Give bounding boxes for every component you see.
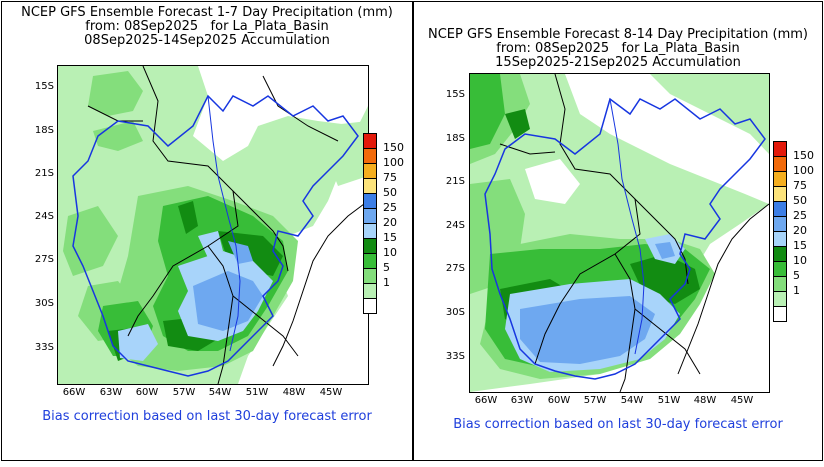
legend-swatch xyxy=(773,231,787,247)
lon-label: 63W xyxy=(510,395,534,406)
bias-correction-note: Bias correction based on last 30-day for… xyxy=(453,417,783,432)
legend-swatch xyxy=(363,163,377,179)
lon-label: 60W xyxy=(135,387,159,398)
legend-label: 100 xyxy=(383,156,404,169)
legend-label: 50 xyxy=(793,194,807,207)
lat-label: 30S xyxy=(34,298,54,309)
legend-swatch xyxy=(773,261,787,277)
lat-label: 15S xyxy=(34,81,54,92)
lat-label: 27S xyxy=(34,254,54,265)
legend-swatch xyxy=(363,283,377,299)
legend-label: 25 xyxy=(793,209,807,222)
lon-label: 57W xyxy=(583,395,607,406)
panel-title-line2: from: 08Sep2025 for La_Plata_Basin xyxy=(85,19,329,34)
legend-swatch xyxy=(363,178,377,194)
lat-label: 18S xyxy=(34,125,54,136)
legend-label: 75 xyxy=(383,171,397,184)
lat-label: 33S xyxy=(445,351,465,362)
lon-label: 51W xyxy=(657,395,681,406)
legend-label: 75 xyxy=(793,179,807,192)
lon-label: 63W xyxy=(99,387,123,398)
lat-label: 30S xyxy=(445,307,465,318)
legend-swatch xyxy=(773,171,787,187)
precipitation-legend: 150 100 75 50 25 20 15 10 5 1 xyxy=(363,133,413,323)
lon-label: 45W xyxy=(730,395,754,406)
legend-label: 25 xyxy=(383,201,397,214)
legend-label: 10 xyxy=(793,254,807,267)
lon-label: 60W xyxy=(547,395,571,406)
precipitation-map xyxy=(469,73,770,393)
lon-label: 57W xyxy=(172,387,196,398)
legend-label: 20 xyxy=(793,224,807,237)
legend-label: 1 xyxy=(793,284,800,297)
lon-label: 66W xyxy=(62,387,86,398)
lon-label: 45W xyxy=(319,387,343,398)
legend-swatch xyxy=(363,208,377,224)
legend-swatch xyxy=(363,298,377,314)
legend-swatch xyxy=(773,186,787,202)
lon-label: 51W xyxy=(245,387,269,398)
legend-swatch xyxy=(363,148,377,164)
precipitation-legend: 150 100 75 50 25 20 15 10 5 1 xyxy=(773,141,823,331)
legend-label: 10 xyxy=(383,246,397,259)
panel-title-line1: NCEP GFS Ensemble Forecast 8-14 Day Prec… xyxy=(427,27,808,42)
legend-swatch xyxy=(773,246,787,262)
lat-label: 15S xyxy=(445,89,465,100)
legend-swatch xyxy=(773,156,787,172)
legend-label: 20 xyxy=(383,216,397,229)
lat-label: 24S xyxy=(445,220,465,231)
lon-label: 48W xyxy=(282,387,306,398)
legend-swatch xyxy=(773,141,787,157)
panel-title-line2: from: 08Sep2025 for La_Plata_Basin xyxy=(496,41,740,56)
lat-label: 18S xyxy=(445,133,465,144)
panel-title-line3: 15Sep2025-21Sep2025 Accumulation xyxy=(495,55,741,70)
legend-label: 100 xyxy=(793,164,814,177)
lon-label: 54W xyxy=(620,395,644,406)
legend-swatch xyxy=(773,216,787,232)
forecast-panel-week2: NCEP GFS Ensemble Forecast 8-14 Day Prec… xyxy=(413,1,823,461)
legend-swatch xyxy=(363,133,377,149)
legend-label: 5 xyxy=(793,269,800,282)
legend-swatch xyxy=(773,306,787,322)
panel-title-line1: NCEP GFS Ensemble Forecast 1-7 Day Preci… xyxy=(21,5,393,20)
legend-swatch xyxy=(773,276,787,292)
legend-swatch xyxy=(363,223,377,239)
lon-label: 48W xyxy=(693,395,717,406)
legend-label: 15 xyxy=(793,239,807,252)
legend-swatch xyxy=(363,193,377,209)
lat-label: 33S xyxy=(34,342,54,353)
precipitation-map xyxy=(57,65,369,385)
legend-label: 50 xyxy=(383,186,397,199)
forecast-panel-week1: NCEP GFS Ensemble Forecast 1-7 Day Preci… xyxy=(1,1,413,461)
legend-label: 150 xyxy=(793,149,814,162)
legend-swatch xyxy=(773,201,787,217)
legend-label: 5 xyxy=(383,261,390,274)
bias-correction-note: Bias correction based on last 30-day for… xyxy=(42,409,372,424)
legend-label: 15 xyxy=(383,231,397,244)
lon-label: 54W xyxy=(208,387,232,398)
legend-swatch xyxy=(363,268,377,284)
lon-label: 66W xyxy=(474,395,498,406)
lat-label: 24S xyxy=(34,211,54,222)
panel-title-line3: 08Sep2025-14Sep2025 Accumulation xyxy=(84,33,330,48)
lat-label: 27S xyxy=(445,263,465,274)
legend-label: 150 xyxy=(383,141,404,154)
legend-label: 1 xyxy=(383,276,390,289)
lat-label: 21S xyxy=(445,176,465,187)
legend-swatch xyxy=(363,253,377,269)
lat-label: 21S xyxy=(34,168,54,179)
legend-swatch xyxy=(363,238,377,254)
legend-swatch xyxy=(773,291,787,307)
